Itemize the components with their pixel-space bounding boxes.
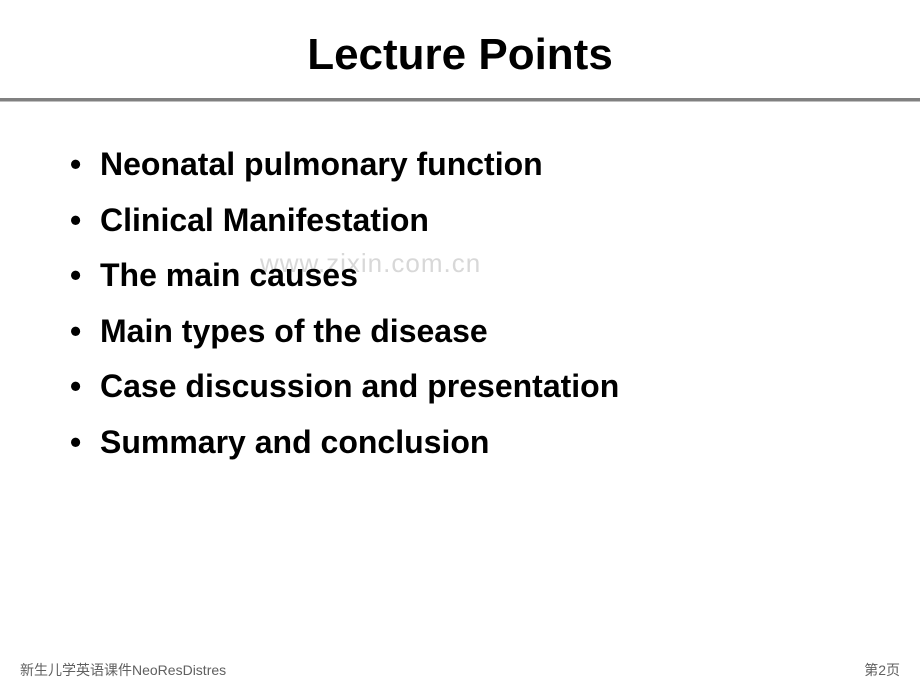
bullet-item: Clinical Manifestation	[62, 200, 880, 242]
bullet-list: Neonatal pulmonary function Clinical Man…	[62, 144, 880, 464]
content-area: Neonatal pulmonary function Clinical Man…	[0, 102, 920, 464]
slide-container: Lecture Points www.zixin.com.cn Neonatal…	[0, 0, 920, 690]
bullet-item: Main types of the disease	[62, 311, 880, 353]
bullet-item: Neonatal pulmonary function	[62, 144, 880, 186]
footer-right: 第2页	[864, 660, 900, 680]
footer-left: 新生儿学英语课件NeoResDistres	[20, 660, 226, 680]
footer: 新生儿学英语课件NeoResDistres 第2页	[0, 660, 920, 680]
bullet-item: The main causes	[62, 255, 880, 297]
slide-title: Lecture Points	[0, 0, 920, 98]
bullet-item: Summary and conclusion	[62, 422, 880, 464]
bullet-item: Case discussion and presentation	[62, 366, 880, 408]
